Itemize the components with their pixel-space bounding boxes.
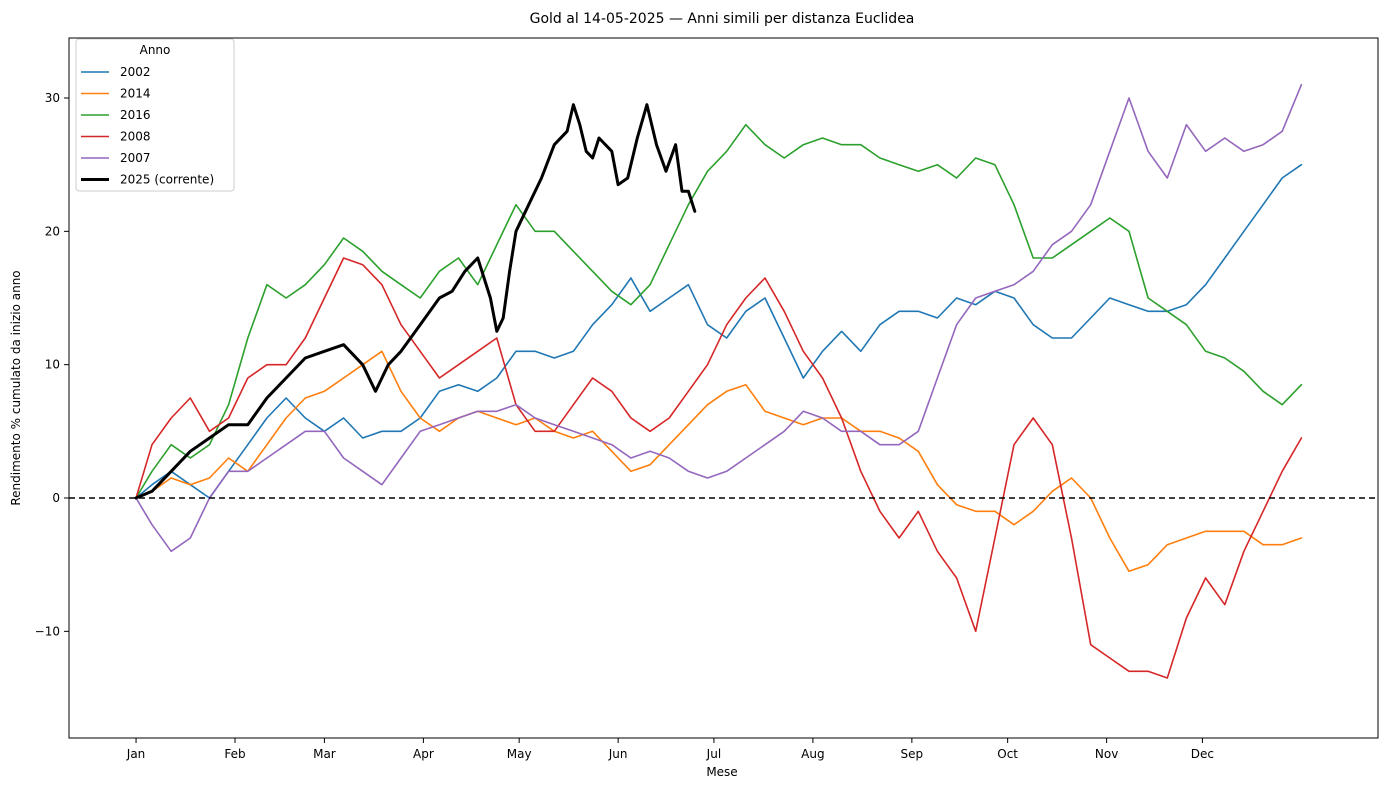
legend-label: 2008	[120, 130, 151, 144]
legend-label: 2007	[120, 151, 151, 165]
chart-title: Gold al 14-05-2025 — Anni simili per dis…	[530, 11, 915, 27]
x-tick-label: Oct	[997, 747, 1018, 761]
series-line-2014	[135, 350, 1303, 573]
y-tick-label: 0	[52, 491, 60, 505]
legend: Anno 2002 2014 2016 2008 2007 2025 (corrente)	[75, 38, 235, 192]
y-axis-label: Rendimento % cumulato da inizio anno	[9, 270, 23, 505]
legend-box	[75, 38, 235, 192]
x-tick-label: Feb	[224, 747, 245, 761]
y-tick-label: −10	[35, 624, 60, 638]
x-axis-label: Mese	[706, 765, 737, 779]
legend-label: 2002	[120, 65, 151, 79]
series-line-2008	[135, 257, 1303, 679]
legend-title: Anno	[140, 43, 171, 57]
x-tick-label: Jul	[706, 747, 721, 761]
x-tick-label: Aug	[801, 747, 824, 761]
y-tick-label: 20	[45, 224, 60, 238]
x-tick-label: Nov	[1095, 747, 1118, 761]
series-group	[134, 83, 1303, 679]
legend-label: 2016	[120, 108, 151, 122]
series-line-2002	[135, 163, 1303, 499]
x-tick-label: Apr	[413, 747, 434, 761]
legend-label: 2025 (corrente)	[120, 173, 214, 187]
x-tick-label: Dec	[1191, 747, 1214, 761]
series-line-2025-corrente	[134, 103, 697, 500]
x-tick-label: May	[507, 747, 532, 761]
plot-area: Jan Feb Mar Apr May Jun Jul Aug Sep Oct Nov Dec −10 0…	[35, 37, 1379, 761]
x-tick-label: Jan	[126, 747, 146, 761]
axes-frame	[68, 37, 1379, 739]
y-tick-label: 10	[45, 358, 60, 372]
series-line-2007	[135, 83, 1303, 553]
legend-label: 2014	[120, 87, 151, 101]
series-line-2016	[135, 123, 1303, 499]
x-tick-label: Sep	[901, 747, 924, 761]
x-tick-label: Jun	[608, 747, 628, 761]
y-tick-label: 30	[45, 91, 60, 105]
x-tick-label: Mar	[313, 747, 336, 761]
